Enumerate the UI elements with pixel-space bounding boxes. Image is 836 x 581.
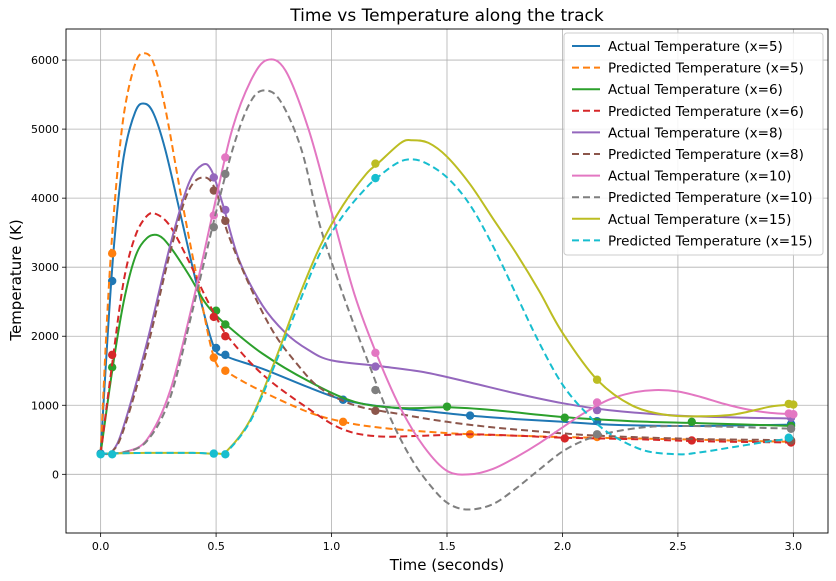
data-point	[107, 450, 117, 459]
data-point	[786, 424, 796, 433]
data-point	[371, 348, 380, 358]
data-point	[560, 434, 569, 443]
legend-entry: Actual Temperature (x=5)	[608, 39, 783, 55]
data-point	[209, 222, 218, 232]
data-point	[465, 411, 475, 420]
data-point	[209, 186, 218, 195]
data-point	[209, 312, 218, 322]
data-point	[371, 159, 380, 168]
data-point	[211, 343, 221, 353]
data-point	[107, 249, 117, 258]
data-point	[209, 353, 218, 362]
x-tick-label: 2.5	[669, 540, 687, 553]
data-point	[371, 173, 380, 183]
x-tick-label: 1.5	[438, 540, 456, 553]
data-point	[371, 385, 380, 395]
data-point	[592, 375, 602, 384]
legend-entry: Actual Temperature (x=6)	[608, 82, 783, 98]
legend-entry: Predicted Temperature (x=10)	[608, 190, 812, 206]
data-point	[209, 173, 218, 182]
data-point	[221, 320, 230, 329]
legend-entry: Actual Temperature (x=8)	[608, 125, 783, 141]
chart-title: Time vs Temperature along the track	[289, 6, 604, 26]
x-axis-ticks: 0.0 0.5 1.0 1.5 2.0 2.5 3.0	[92, 533, 802, 553]
data-point	[789, 410, 798, 419]
legend-entry: Actual Temperature (x=15)	[608, 212, 791, 228]
data-point	[221, 350, 230, 360]
y-axis-label: Temperature (K)	[7, 219, 25, 341]
series-line	[100, 158, 794, 456]
y-tick-label: 2000	[31, 330, 59, 343]
data-point	[560, 413, 569, 422]
data-point	[107, 350, 117, 360]
legend-entry: Predicted Temperature (x=15)	[608, 233, 812, 249]
data-point	[221, 366, 230, 375]
data-point	[209, 449, 218, 458]
series-line	[99, 102, 794, 454]
data-point	[221, 169, 230, 179]
data-point	[592, 405, 602, 415]
data-point	[221, 332, 230, 341]
data-point	[221, 205, 230, 215]
data-point	[371, 362, 380, 371]
data-point	[96, 450, 105, 459]
x-axis-label: Time (seconds)	[389, 556, 505, 574]
y-tick-label: 0	[52, 468, 59, 481]
data-point	[784, 433, 793, 442]
y-tick-label: 5000	[31, 123, 59, 136]
series-line	[100, 58, 794, 476]
x-tick-label: 1.0	[323, 540, 341, 553]
series-line	[100, 162, 794, 456]
y-tick-label: 1000	[31, 399, 59, 412]
x-tick-label: 0.0	[92, 540, 110, 553]
x-tick-label: 0.5	[207, 540, 225, 553]
data-point	[371, 406, 380, 415]
legend-box	[563, 32, 824, 256]
data-point	[107, 276, 117, 286]
y-axis-ticks: 0 1000 2000 3000 4000 5000 6000	[31, 54, 66, 481]
legend-entry: Predicted Temperature (x=5)	[608, 61, 804, 77]
series-line	[99, 211, 794, 454]
legend: Actual Temperature (x=5) Predicted Temper…	[563, 32, 824, 256]
legend-entry: Predicted Temperature (x=6)	[608, 104, 804, 120]
series-9	[96, 158, 794, 459]
data-point	[221, 153, 230, 162]
data-point	[221, 216, 230, 226]
data-point	[592, 430, 602, 439]
series-6	[100, 58, 798, 476]
legend-entry: Predicted Temperature (x=8)	[608, 147, 804, 163]
data-point	[107, 363, 117, 372]
data-point	[592, 398, 602, 407]
x-tick-label: 2.0	[554, 540, 572, 553]
data-point	[338, 417, 348, 427]
y-tick-label: 4000	[31, 192, 59, 205]
data-point	[687, 436, 696, 445]
legend-entry: Actual Temperature (x=10)	[608, 169, 791, 185]
plot-area	[96, 52, 798, 511]
y-tick-label: 3000	[31, 261, 59, 274]
x-tick-label: 3.0	[785, 540, 803, 553]
series-2	[99, 233, 796, 454]
data-point	[442, 402, 452, 411]
data-point	[221, 450, 230, 459]
data-point	[687, 417, 696, 427]
y-tick-label: 6000	[31, 54, 59, 67]
data-point	[789, 400, 798, 409]
